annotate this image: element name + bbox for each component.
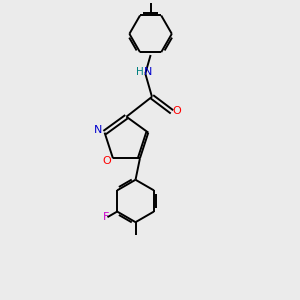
Text: N: N: [94, 125, 102, 135]
Text: N: N: [143, 68, 152, 77]
Text: O: O: [102, 156, 111, 166]
Text: O: O: [172, 106, 181, 116]
Text: H: H: [136, 68, 144, 77]
Text: F: F: [103, 212, 109, 222]
